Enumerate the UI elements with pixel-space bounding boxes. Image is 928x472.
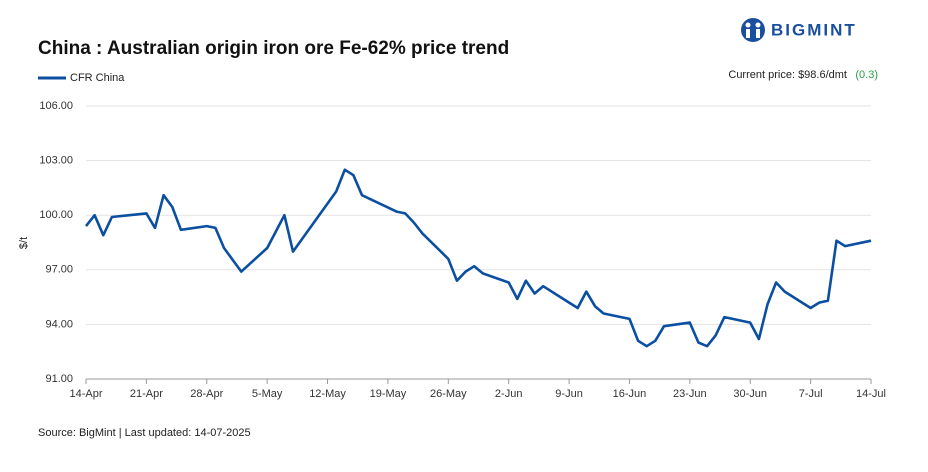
y-axis-label: $/t xyxy=(18,237,30,249)
x-tick-label: 2-Jun xyxy=(495,388,523,400)
x-tick-label: 14-Jul xyxy=(856,388,886,400)
chart-title: China : Australian origin iron ore Fe-62… xyxy=(38,38,509,59)
price-line xyxy=(84,168,872,348)
x-tick-label: 12-May xyxy=(309,388,346,400)
logo-icon xyxy=(741,18,765,42)
y-tick-label: 94.00 xyxy=(45,318,73,330)
y-tick-label: 91.00 xyxy=(45,373,73,385)
x-tick-label: 5-May xyxy=(252,388,283,400)
x-tick-label: 19-May xyxy=(370,388,407,400)
x-tick-label: 30-Jun xyxy=(733,388,767,400)
y-tick-label: 97.00 xyxy=(45,264,73,276)
brand: BIGMINT xyxy=(771,20,857,39)
x-tick-label: 14-Apr xyxy=(69,388,102,400)
x-tick-label: 26-May xyxy=(430,388,467,400)
y-tick-label: 103.00 xyxy=(39,155,73,167)
source: Source: BigMint | Last updated: 14-07-20… xyxy=(38,427,251,439)
x-tick-label: 7-Jul xyxy=(799,388,823,400)
price-change: (0.3) xyxy=(855,69,878,81)
x-tick-label: 28-Apr xyxy=(190,388,223,400)
x-tick-label: 9-Jun xyxy=(555,388,583,400)
x-tick-label: 23-Jun xyxy=(673,388,707,400)
current-price: Current price: $98.6/dmt xyxy=(728,69,847,81)
x-tick-label: 16-Jun xyxy=(613,388,647,400)
y-tick-label: 106.00 xyxy=(39,100,73,112)
legend-label: CFR China xyxy=(70,72,125,84)
x-tick-label: 21-Apr xyxy=(130,388,163,400)
y-tick-label: 100.00 xyxy=(39,209,73,221)
